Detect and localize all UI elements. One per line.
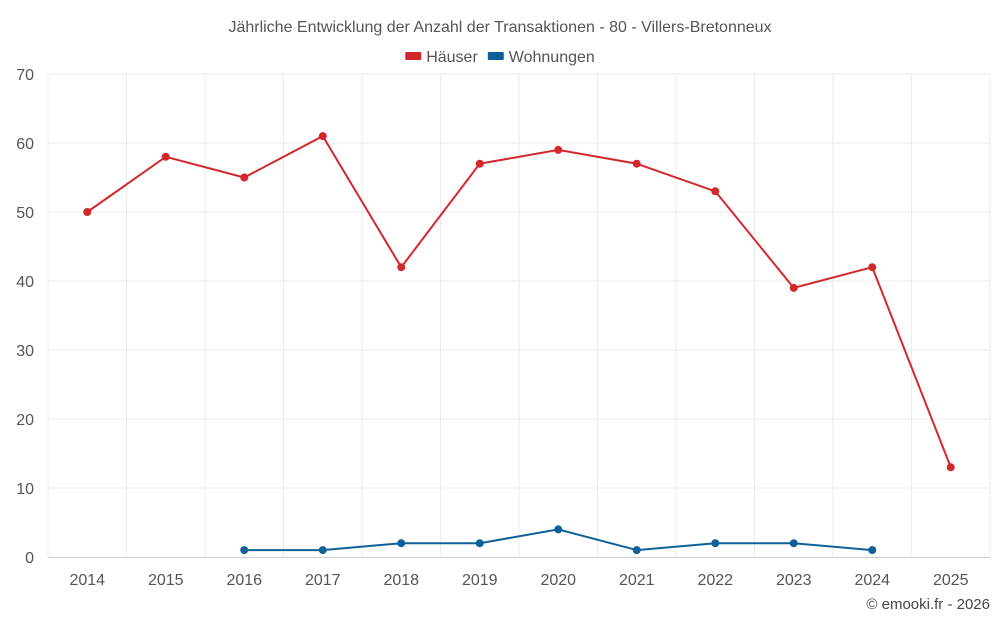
chart-title: Jährliche Entwicklung der Anzahl der Tra… [228, 19, 771, 36]
x-tick-label: 2017 [305, 572, 341, 589]
x-tick-label: 2024 [854, 572, 890, 589]
x-tick-label: 2025 [933, 572, 969, 589]
data-point[interactable] [946, 463, 955, 472]
x-tick-label: 2015 [148, 572, 184, 589]
series-1 [83, 132, 955, 472]
legend-item-1[interactable]: Häuser [405, 49, 478, 66]
y-tick-label: 30 [16, 343, 34, 360]
x-tick-label: 2019 [462, 572, 498, 589]
data-point[interactable] [554, 145, 563, 154]
y-tick-label: 60 [16, 136, 34, 153]
data-point[interactable] [868, 546, 877, 555]
legend-item-2[interactable]: Wohnungen [487, 49, 595, 66]
legend-label: Häuser [426, 49, 478, 66]
y-tick-label: 0 [25, 550, 34, 567]
data-point[interactable] [711, 187, 720, 196]
data-point[interactable] [711, 539, 720, 548]
y-tick-label: 50 [16, 205, 34, 222]
y-tick-label: 40 [16, 274, 34, 291]
data-point[interactable] [318, 132, 327, 141]
legend-label: Wohnungen [509, 49, 595, 66]
data-point[interactable] [868, 263, 877, 272]
data-point[interactable] [632, 546, 641, 555]
data-point[interactable] [397, 539, 406, 548]
data-point[interactable] [789, 283, 798, 292]
legend: Häuser Wohnungen [405, 49, 595, 66]
y-axis-labels: 0 10 20 30 40 50 60 70 [16, 67, 34, 567]
x-tick-label: 2016 [226, 572, 262, 589]
x-tick-label: 2023 [776, 572, 812, 589]
y-tick-label: 70 [16, 67, 34, 84]
x-axis-labels: 2014 2015 2016 2017 2018 2019 2020 2021 2022 2023… [69, 572, 968, 589]
data-point[interactable] [475, 539, 484, 548]
x-tick-label: 2018 [383, 572, 419, 589]
legend-swatch [487, 52, 504, 60]
series-layer [83, 132, 955, 555]
data-point[interactable] [318, 546, 327, 555]
x-tick-label: 2014 [69, 572, 105, 589]
series-line [86, 134, 952, 468]
legend-swatch [405, 52, 422, 60]
x-tick-label: 2021 [619, 572, 655, 589]
y-tick-label: 10 [16, 481, 34, 498]
data-point[interactable] [161, 152, 170, 161]
data-point[interactable] [475, 159, 484, 168]
x-gridlines [47, 74, 991, 557]
x-tick-label: 2020 [540, 572, 576, 589]
x-tick-label: 2022 [697, 572, 733, 589]
y-tick-label: 20 [16, 412, 34, 429]
data-point[interactable] [554, 525, 563, 534]
data-point[interactable] [240, 173, 249, 182]
data-point[interactable] [397, 263, 406, 272]
data-point[interactable] [240, 546, 249, 555]
data-point[interactable] [789, 539, 798, 548]
series-2 [240, 525, 877, 555]
data-point[interactable] [83, 208, 92, 216]
data-point[interactable] [632, 159, 641, 168]
credit-text: © emooki.fr - 2026 [866, 596, 990, 613]
